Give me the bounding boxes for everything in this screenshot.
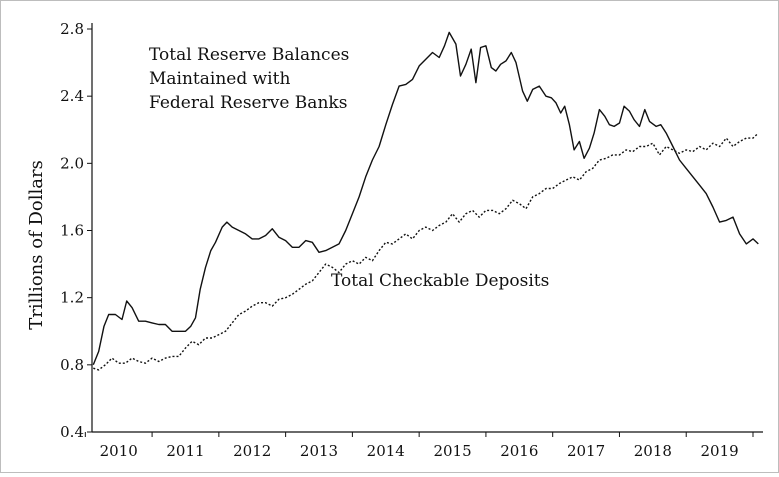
x-tick-label: 2018 (634, 442, 672, 460)
y-tick-label: 1.6 (60, 222, 84, 240)
x-tick-label: 2014 (367, 442, 405, 460)
y-tick-label: 0.4 (60, 423, 84, 441)
series-line-checkable-deposits (93, 132, 759, 371)
y-tick-label: 2.8 (60, 20, 84, 38)
x-tick-label: 2010 (100, 442, 138, 460)
x-tick-label: 2011 (166, 442, 204, 460)
y-tick-label: 1.2 (60, 289, 84, 307)
annotation-reserves-line: Maintained with (149, 69, 290, 89)
series-layer (92, 31, 759, 371)
y-tick-label: 0.8 (60, 356, 84, 374)
y-axis-label: Trillions of Dollars (26, 160, 47, 330)
x-tick-label: 2013 (300, 442, 338, 460)
x-tick-label: 2016 (500, 442, 538, 460)
annotation-deposits-line: Total Checkable Deposits (331, 271, 549, 291)
annotation-reserves-line: Total Reserve Balances (149, 45, 349, 65)
annotations: Total Reserve Balances Maintained with Fed… (149, 45, 549, 291)
annotation-reserves-line: Federal Reserve Banks (149, 93, 347, 113)
x-tick-label: 2015 (433, 442, 471, 460)
x-tick-label: 2012 (233, 442, 271, 460)
y-tick-label: 2.0 (60, 154, 84, 172)
ticks: 0.4 0.8 1.2 1.6 2.0 2.4 2.8 2010 2011 2012 2013 201… (60, 20, 754, 460)
x-tick-label: 2017 (567, 442, 605, 460)
axes (91, 23, 763, 433)
series-line-reserve-balances (92, 31, 759, 366)
x-tick-label: 2019 (701, 442, 739, 460)
y-tick-label: 2.4 (60, 87, 84, 105)
